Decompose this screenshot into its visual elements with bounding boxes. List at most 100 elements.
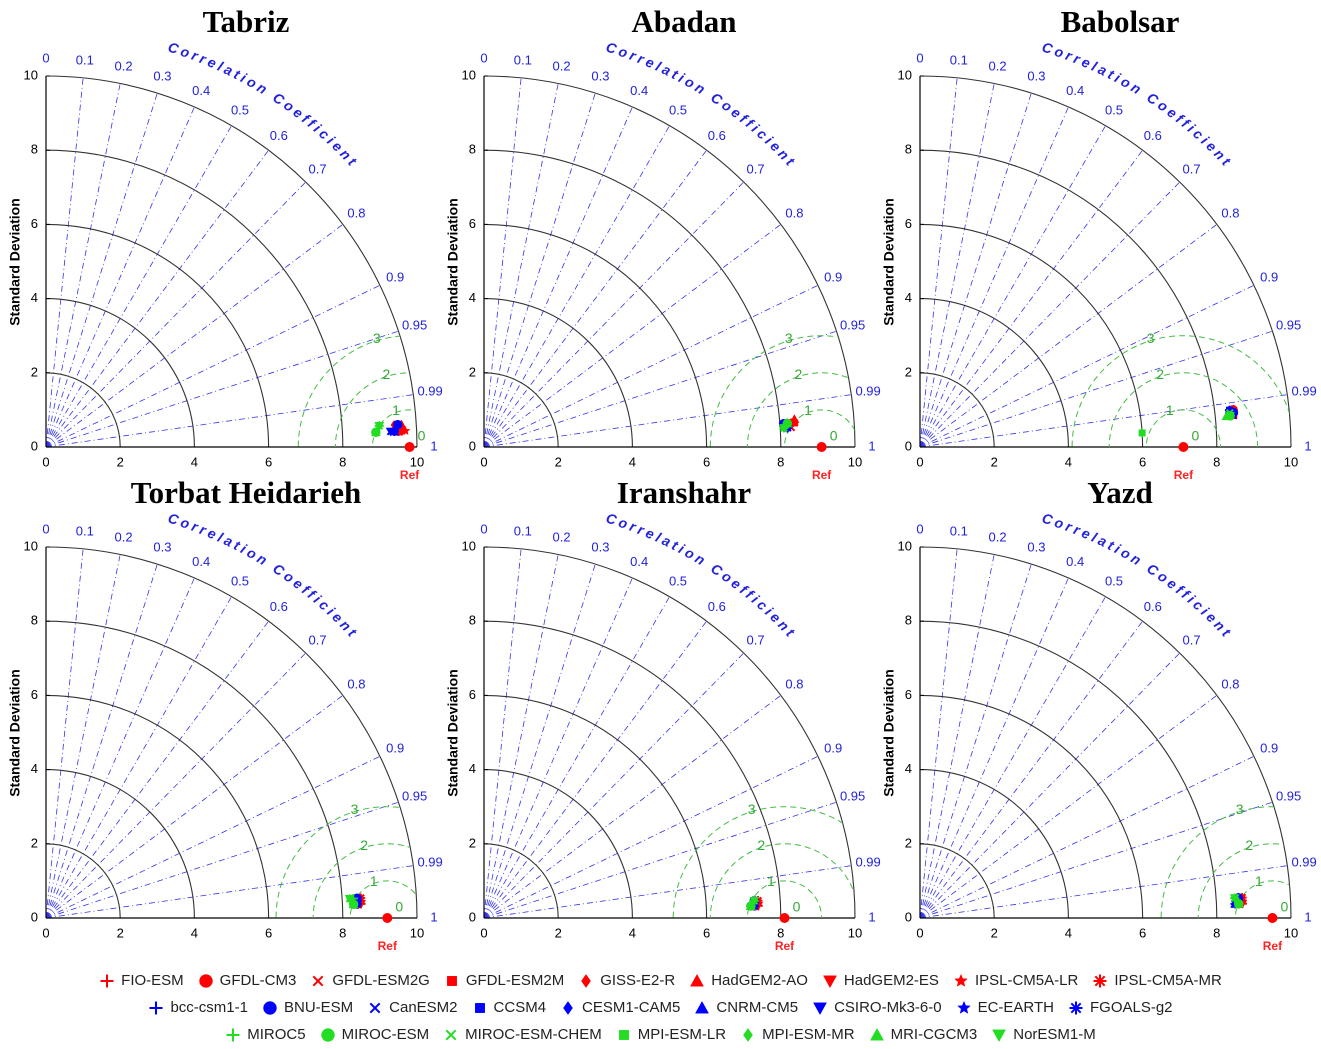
legend-marker — [445, 1029, 457, 1040]
std-arc — [45, 769, 195, 919]
legend-symbol — [369, 1002, 381, 1013]
corr-tick-label: 0.7 — [1183, 161, 1201, 176]
legend-item: GFDL-ESM2M — [444, 972, 564, 989]
corr-tick-label: 0.3 — [591, 68, 609, 83]
rms-arc — [746, 880, 823, 918]
ref-label: Ref — [400, 468, 420, 482]
corr-line — [483, 181, 744, 448]
y-tick-label: 2 — [31, 364, 38, 379]
y-tick-label: 2 — [905, 835, 912, 850]
corr-line — [45, 596, 232, 919]
legend-item: MIROC5 — [225, 1026, 306, 1043]
legend-item: CESM1-CAM5 — [560, 999, 680, 1016]
x-tick-label: 4 — [629, 454, 636, 469]
corr-tick-label: 0.4 — [1066, 554, 1084, 569]
rms-tick-label: 3 — [1147, 330, 1155, 346]
corr-tick-label: 0.9 — [824, 269, 842, 284]
rms-tick-label: 0 — [793, 899, 801, 915]
y-tick-label: 10 — [898, 67, 912, 82]
x-tick-label: 8 — [777, 925, 784, 940]
legend-symbol — [1093, 974, 1107, 987]
legend-label: GFDL-CM3 — [219, 972, 297, 989]
corr-tick-label: 0.4 — [192, 554, 210, 569]
x-tick-label: 8 — [777, 454, 784, 469]
legend-symbol — [320, 1027, 335, 1042]
y-tick-label: 6 — [469, 687, 476, 702]
y-tick-label: 4 — [905, 761, 912, 776]
corr-axis-label: Correlation Coefficient — [1040, 509, 1236, 641]
corr-tick-label: 0.95 — [840, 317, 865, 332]
corr-line — [919, 695, 1218, 919]
rms-arc — [784, 409, 855, 447]
corr-line — [483, 577, 633, 919]
corr-line — [45, 284, 381, 448]
corr-tick-label: 1 — [430, 909, 437, 924]
legend-symbol — [743, 1027, 753, 1042]
corr-tick-label: 0.95 — [1276, 317, 1301, 332]
y-tick-label: 0 — [31, 909, 38, 924]
corr-line — [483, 149, 707, 448]
corr-line — [45, 125, 232, 448]
corr-line — [483, 83, 559, 448]
y-tick-label: 4 — [31, 761, 38, 776]
corr-tick-label: 0.3 — [1027, 539, 1045, 554]
corr-line — [919, 620, 1143, 919]
corr-tick-label: 0.1 — [76, 52, 94, 67]
corr-tick-label: 0.2 — [115, 529, 133, 544]
corr-line — [45, 92, 158, 448]
legend-row: MIROC5 MIROC-ESM MIROC-ESM-CHEM MPI-ESM-LR M… — [0, 1021, 1321, 1048]
corr-tick-label: 1 — [868, 438, 875, 453]
rms-tick-label: 2 — [1245, 837, 1253, 853]
x-tick-label: 10 — [410, 454, 424, 469]
corr-line — [919, 83, 995, 448]
corr-tick-label: 0.9 — [386, 269, 404, 284]
std-arc — [45, 223, 270, 448]
corr-tick-label: 0.1 — [514, 52, 532, 67]
charts: Tabriz Standard Deviation 0 0.1 0.2 0.3 0.4 0.5… — [7, 4, 1317, 953]
chart-title: Abadan — [631, 4, 736, 39]
corr-tick-label: 0.99 — [855, 384, 880, 399]
rms-tick-label: 2 — [382, 366, 390, 382]
x-tick-label: 10 — [848, 925, 862, 940]
ref-point — [816, 442, 827, 452]
rms-tick-label: 1 — [767, 873, 775, 889]
corr-tick-label: 0.7 — [309, 161, 327, 176]
corr-tick-label: 0.99 — [1291, 384, 1316, 399]
corr-line — [483, 330, 837, 448]
corr-line — [45, 577, 195, 919]
rms-tick-label: 3 — [351, 801, 359, 817]
y-tick-label: 8 — [469, 613, 476, 628]
legend-symbol — [690, 973, 705, 986]
ref-point — [779, 913, 790, 923]
corr-tick-label: 0.5 — [669, 102, 687, 117]
legend-symbol — [1069, 1001, 1083, 1014]
std-arc — [919, 223, 1144, 448]
y-tick-label: 10 — [462, 538, 476, 553]
corr-axis-label-path: Correlation Coefficient — [1040, 38, 1233, 170]
corr-tick-label: 0.2 — [989, 58, 1007, 73]
x-tick-label: 2 — [991, 925, 998, 940]
corr-axis-label: Correlation Coefficient — [166, 38, 362, 170]
corr-line — [483, 801, 837, 919]
corr-tick-label: 0.4 — [630, 83, 648, 98]
legend-marker — [149, 1001, 163, 1014]
chart-title: Torbat Heidarieh — [131, 475, 362, 510]
corr-line — [483, 554, 559, 919]
corr-line — [45, 149, 269, 448]
corr-tick-label: 0.3 — [153, 68, 171, 83]
legend-marker — [954, 973, 968, 987]
legend-label: IPSL-CM5A-MR — [1114, 972, 1222, 989]
std-arc — [919, 769, 1069, 919]
corr-line — [483, 125, 670, 448]
corr-tick-label: 0.1 — [950, 52, 968, 67]
corr-tick-label: 0.3 — [153, 539, 171, 554]
y-tick-label: 6 — [469, 216, 476, 231]
y-tick-label: 10 — [24, 67, 38, 82]
x-tick-label: 4 — [191, 454, 198, 469]
legend-symbol — [956, 1000, 971, 1014]
corr-tick-label: 0.6 — [1144, 128, 1162, 143]
y-tick-label: 10 — [898, 538, 912, 553]
ref-label: Ref — [812, 468, 832, 482]
std-arc — [483, 75, 856, 448]
rms-tick-label: 1 — [1255, 873, 1263, 889]
